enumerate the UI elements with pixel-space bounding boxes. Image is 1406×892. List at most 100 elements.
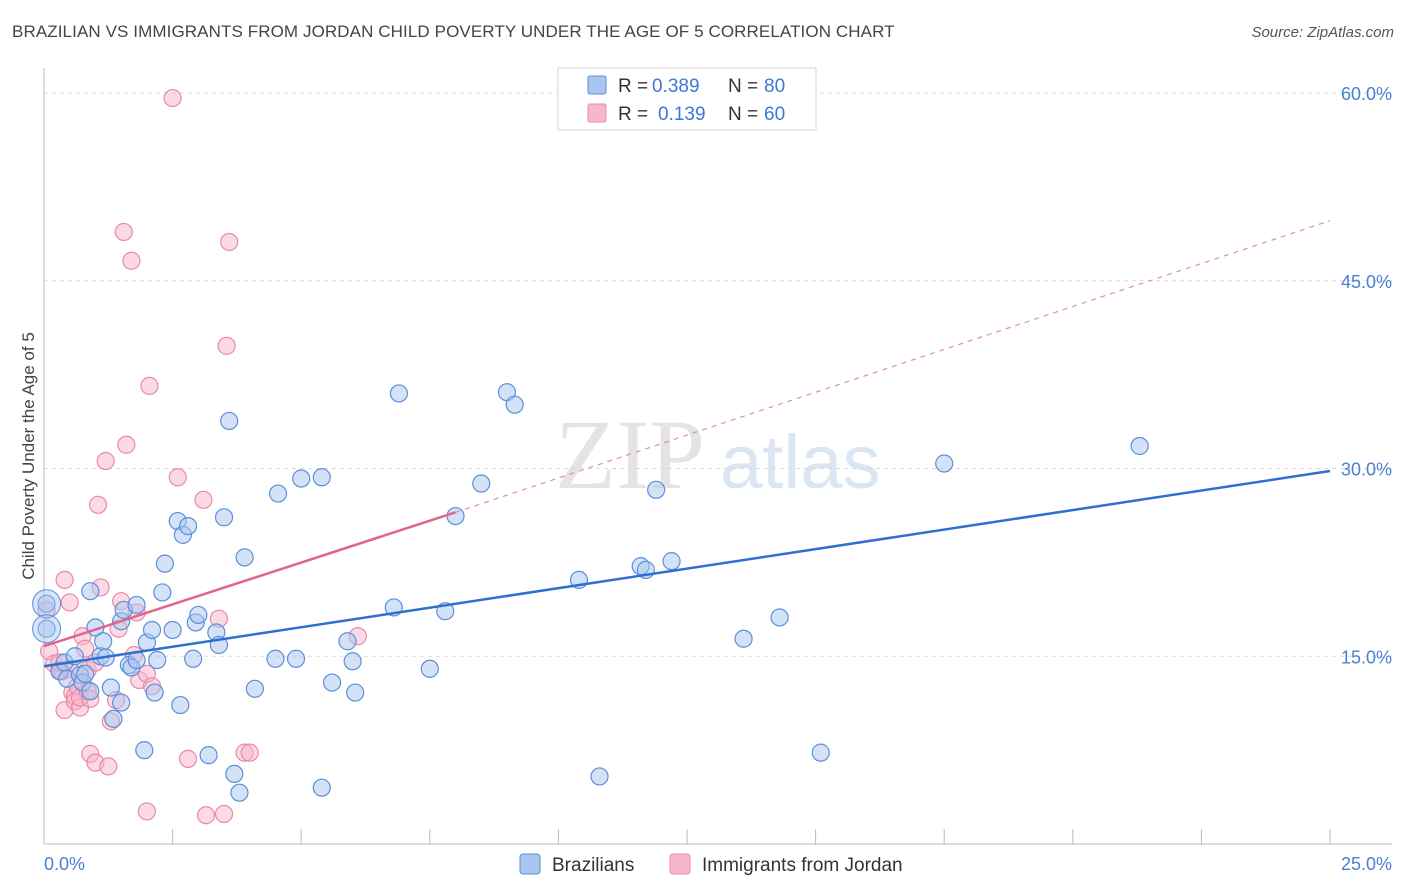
legend-blue-swatch — [587, 75, 607, 95]
data-point — [734, 629, 753, 648]
data-point — [220, 232, 239, 252]
data-point — [292, 469, 311, 488]
y-tick-labels: 15.0% 30.0% 45.0% 60.0% — [1341, 84, 1392, 667]
data-point — [225, 764, 244, 784]
data-point — [194, 490, 213, 509]
data-point — [60, 593, 79, 612]
y-tick-label: 30.0% — [1341, 460, 1392, 480]
data-point — [114, 222, 133, 242]
data-point — [127, 595, 146, 615]
data-point — [104, 709, 123, 728]
data-point — [81, 682, 100, 701]
data-point — [76, 664, 95, 683]
data-point — [935, 454, 954, 473]
data-point — [140, 376, 159, 396]
data-point — [196, 806, 216, 825]
data-point — [240, 743, 259, 762]
data-point — [99, 757, 118, 776]
data-point — [189, 605, 208, 625]
legend-blue-n-value: 80 — [764, 76, 785, 97]
data-point — [135, 741, 154, 760]
bottom-legend-blue-label: Brazilians — [552, 855, 634, 876]
data-point — [142, 620, 162, 640]
legend-pink-n-value: 60 — [764, 104, 785, 125]
legend-blue-n-label: N = — [728, 76, 758, 97]
y-tick-label: 15.0% — [1341, 647, 1392, 667]
data-point — [168, 468, 187, 487]
data-point — [81, 582, 100, 601]
trend-lines — [43, 220, 1331, 668]
data-point — [37, 594, 56, 613]
trend-line-brazilians — [43, 469, 1331, 668]
data-point — [338, 632, 357, 651]
data-point — [420, 659, 439, 678]
x-tick-label-max: 25.0% — [1341, 854, 1392, 874]
data-point — [286, 649, 306, 668]
y-tick-label: 45.0% — [1341, 272, 1392, 292]
data-point — [472, 474, 491, 493]
data-point-large — [32, 614, 62, 644]
legend-pink-swatch — [587, 103, 607, 123]
x-ticks — [172, 829, 1331, 844]
data-point — [312, 778, 331, 797]
data-point — [230, 783, 249, 802]
data-point — [389, 384, 409, 403]
data-point — [184, 649, 203, 668]
data-point — [214, 508, 234, 527]
chart-title: BRAZILIAN VS IMMIGRANTS FROM JORDAN CHIL… — [12, 22, 895, 41]
data-point — [122, 251, 141, 270]
data-point — [220, 411, 239, 431]
data-point — [590, 767, 609, 786]
data-point — [178, 516, 198, 536]
data-point — [811, 743, 830, 762]
data-point — [171, 695, 190, 715]
series-brazilians-points — [32, 383, 1149, 802]
data-point — [37, 619, 56, 638]
data-point — [137, 802, 156, 821]
data-point — [96, 451, 115, 471]
data-point — [647, 480, 666, 499]
watermark-atlas: atlas — [720, 420, 881, 505]
data-point — [155, 554, 174, 573]
data-point — [55, 570, 74, 590]
legend-blue-r-label: R = — [618, 76, 648, 97]
data-point — [268, 484, 288, 503]
data-point — [112, 693, 131, 712]
bottom-legend: Brazilians Immigrants from Jordan — [519, 853, 903, 876]
data-point — [199, 746, 218, 765]
data-point — [214, 804, 234, 824]
data-point — [343, 652, 362, 671]
data-point — [94, 632, 113, 651]
data-point — [148, 650, 167, 670]
data-point — [178, 749, 198, 768]
legend-pink-r-value: 0.139 — [658, 104, 706, 125]
series-jordan-points — [37, 88, 367, 825]
bottom-legend-pink-swatch — [669, 853, 691, 875]
y-axis-label: Child Poverty Under the Age of 5 — [19, 332, 38, 580]
trend-line-jordan-extension — [455, 220, 1331, 513]
data-point — [163, 620, 182, 640]
data-point — [145, 683, 164, 702]
data-point — [266, 649, 285, 668]
gridlines — [44, 92, 1392, 657]
data-point — [322, 673, 342, 692]
data-point — [346, 683, 365, 702]
source-credit: Source: ZipAtlas.com — [1251, 24, 1394, 41]
trend-line-jordan — [43, 511, 456, 648]
bottom-legend-blue-swatch — [519, 853, 541, 875]
data-point — [505, 395, 524, 414]
data-point — [245, 679, 265, 698]
data-point — [101, 678, 120, 697]
legend-blue-r-value: 0.389 — [652, 76, 700, 97]
top-legend: R = 0.389 N = 80 R = 0.139 N = 60 — [557, 67, 817, 131]
y-tick-label: 60.0% — [1341, 84, 1392, 104]
data-point — [662, 552, 681, 571]
data-point — [312, 468, 331, 487]
legend-pink-n-label: N = — [728, 104, 758, 125]
legend-pink-r-label: R = — [618, 104, 648, 125]
data-point — [770, 608, 789, 627]
bottom-legend-pink-label: Immigrants from Jordan — [702, 855, 903, 876]
data-point-large — [32, 589, 62, 619]
axes — [43, 68, 1392, 845]
